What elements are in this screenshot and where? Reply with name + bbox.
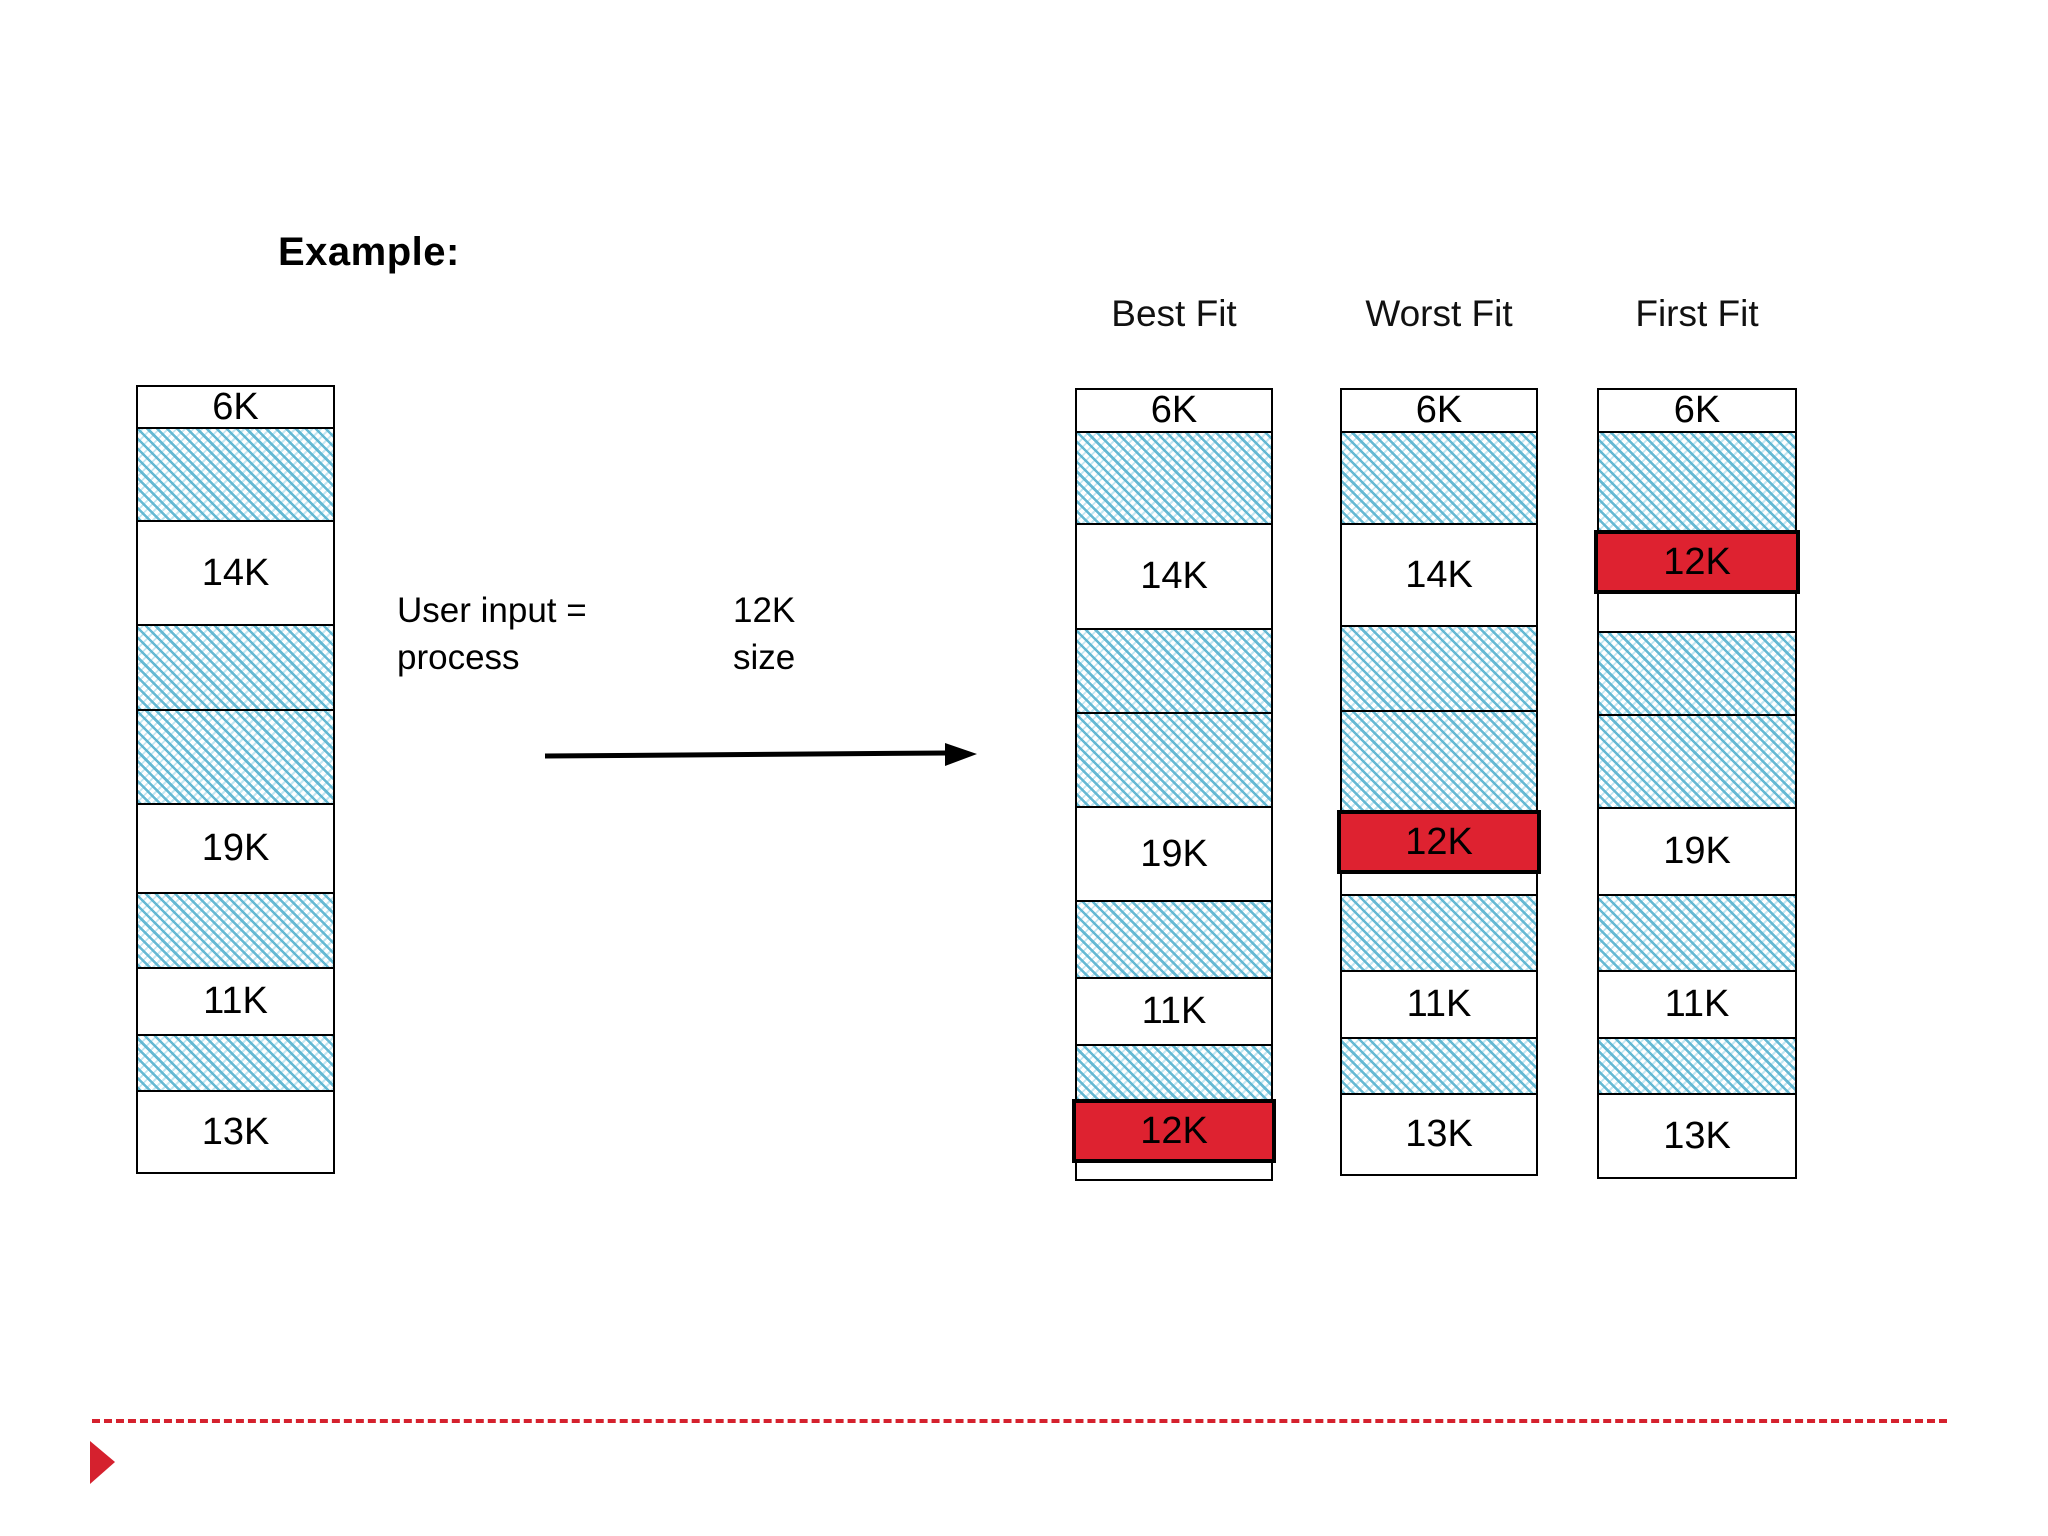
original-memory-block-13k: 13K — [136, 1090, 335, 1174]
original-memory-block-occupied — [136, 1034, 335, 1092]
original-memory-block-11k: 11K — [136, 967, 335, 1036]
original-memory-block-19k: 19K — [136, 803, 335, 894]
best-fit-block-11k: 11K — [1075, 977, 1273, 1046]
original-memory-block-occupied — [136, 892, 335, 969]
first-fit-column: 6K 12K 19K 11K 13K — [1594, 388, 1800, 1179]
best-fit-block-occupied — [1075, 431, 1273, 525]
first-fit-block-12k: 12K — [1594, 530, 1800, 594]
footer-play-triangle-icon — [90, 1441, 115, 1484]
worst-fit-column: 6K 14K 12K 11K 13K — [1337, 388, 1541, 1176]
original-memory-block-occupied — [136, 709, 335, 805]
user-input-label: User input = process — [397, 587, 587, 681]
original-memory-column: 6K 14K 19K 11K 13K — [136, 385, 335, 1174]
worst-fit-block-14k: 14K — [1340, 523, 1538, 627]
worst-fit-header: Worst Fit — [1365, 293, 1513, 334]
original-memory-block-6k: 6K — [136, 385, 335, 429]
best-fit-block-14k: 14K — [1075, 523, 1273, 630]
worst-fit-block-6k: 6K — [1340, 388, 1538, 433]
first-fit-block-occupied — [1597, 631, 1797, 716]
first-fit-block-11k: 11K — [1597, 970, 1797, 1039]
footer-divider-line — [92, 1419, 1947, 1423]
original-memory-block-occupied — [136, 624, 335, 711]
first-fit-block-occupied — [1597, 714, 1797, 809]
first-fit-block-19k: 19K — [1597, 807, 1797, 896]
worst-fit-block-occupied — [1340, 1037, 1538, 1095]
best-fit-block-occupied — [1075, 1044, 1273, 1102]
best-fit-block-occupied — [1075, 628, 1273, 714]
process-size-line1: 12K — [733, 591, 796, 630]
best-fit-block-12k: 12K — [1072, 1099, 1276, 1163]
first-fit-block-occupied — [1597, 1037, 1797, 1095]
worst-fit-block-hole — [1340, 872, 1538, 896]
best-fit-column: 6K 14K 19K 11K 12K — [1072, 388, 1276, 1181]
first-fit-block-occupied — [1597, 431, 1797, 533]
user-input-line1: User input = — [397, 591, 587, 630]
best-fit-block-6k: 6K — [1075, 388, 1273, 433]
worst-fit-block-occupied — [1340, 431, 1538, 525]
process-size-label: 12K size — [733, 587, 795, 681]
process-size-line2: size — [733, 638, 796, 677]
best-fit-block-19k: 19K — [1075, 806, 1273, 902]
first-fit-block-hole — [1597, 592, 1797, 633]
worst-fit-block-13k: 13K — [1340, 1093, 1538, 1176]
original-memory-block-14k: 14K — [136, 520, 335, 626]
worst-fit-block-11k: 11K — [1340, 970, 1538, 1039]
worst-fit-block-occupied — [1340, 710, 1538, 813]
first-fit-header: First Fit — [1635, 293, 1759, 334]
best-fit-block-occupied — [1075, 712, 1273, 808]
first-fit-block-occupied — [1597, 894, 1797, 972]
user-input-line2: process — [397, 638, 520, 677]
worst-fit-block-12k: 12K — [1337, 810, 1541, 874]
first-fit-block-6k: 6K — [1597, 388, 1797, 433]
worst-fit-block-occupied — [1340, 625, 1538, 712]
best-fit-block-hole — [1075, 1161, 1273, 1181]
best-fit-header: Best Fit — [1111, 293, 1237, 334]
right-arrow — [544, 743, 977, 766]
best-fit-block-occupied — [1075, 900, 1273, 979]
worst-fit-block-occupied — [1340, 894, 1538, 972]
original-memory-block-occupied — [136, 427, 335, 522]
first-fit-block-13k: 13K — [1597, 1093, 1797, 1179]
slide-title: Example: — [278, 230, 460, 274]
